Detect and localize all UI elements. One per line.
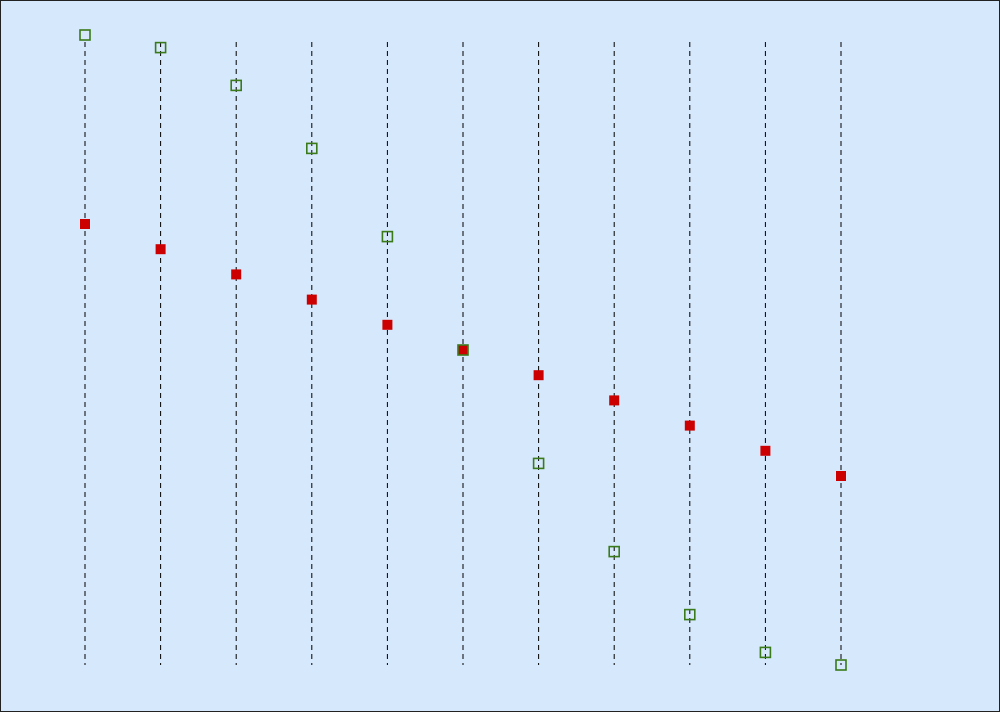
point [683, 608, 696, 621]
point [609, 395, 620, 406]
point [533, 370, 544, 381]
point [760, 445, 771, 456]
point [759, 646, 772, 659]
point [458, 345, 468, 355]
point [836, 471, 846, 481]
point [231, 269, 242, 280]
point [306, 294, 317, 305]
point [305, 142, 318, 155]
point [79, 29, 91, 41]
point [532, 457, 545, 470]
point [457, 344, 469, 356]
point [382, 319, 393, 330]
point [684, 420, 695, 431]
point [154, 41, 167, 54]
point [835, 659, 847, 671]
point [230, 79, 242, 92]
point [381, 230, 394, 243]
point [80, 219, 90, 229]
point [155, 244, 166, 255]
point [608, 545, 621, 558]
